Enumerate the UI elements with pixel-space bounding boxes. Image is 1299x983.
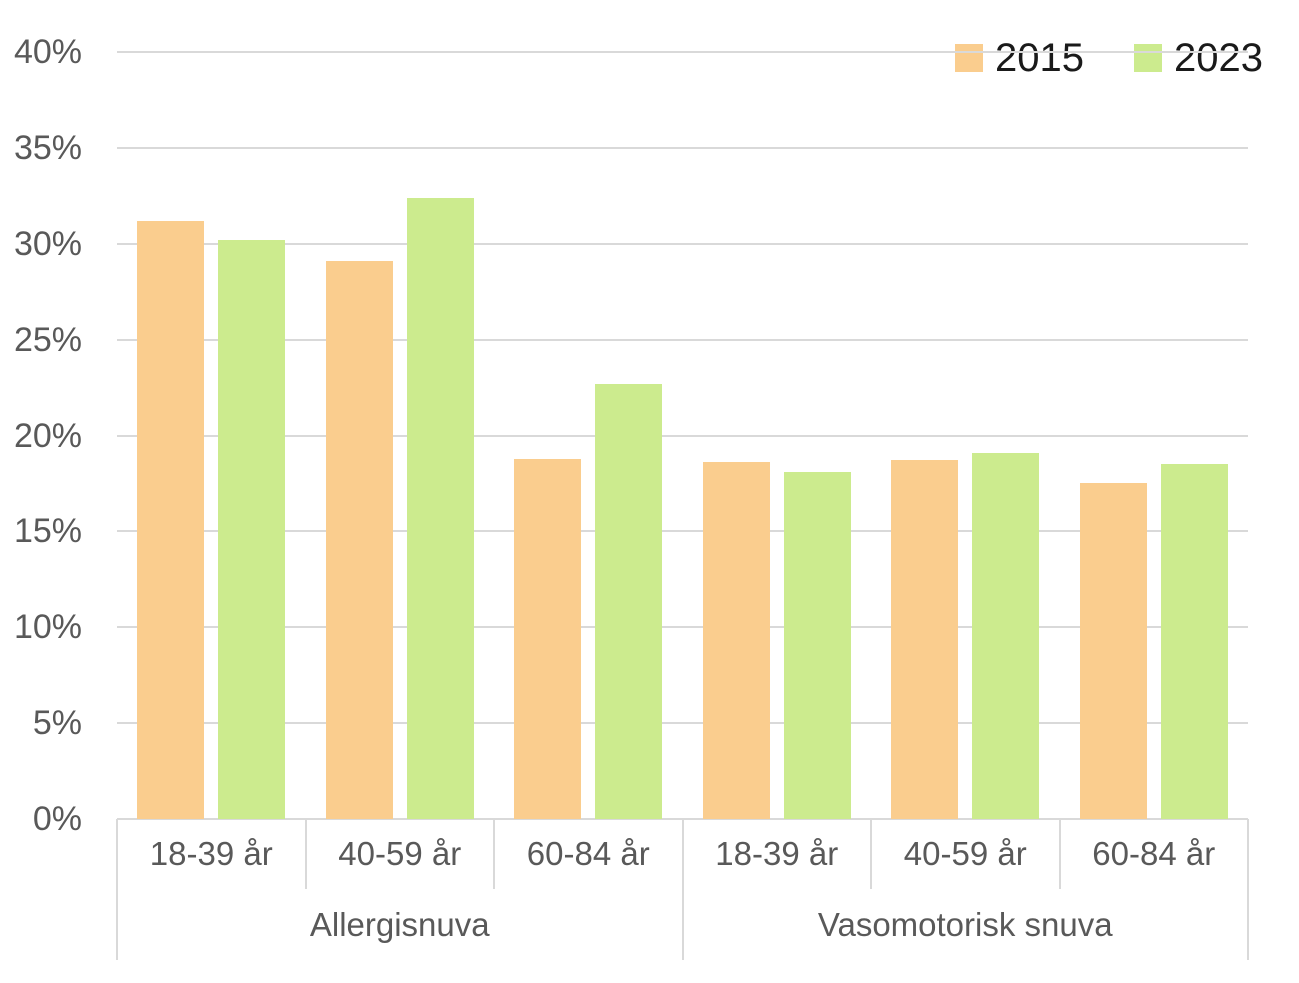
category-label-60-84 år: 60-84 år bbox=[1092, 835, 1216, 872]
category-label-40-59 år: 40-59 år bbox=[338, 835, 462, 872]
gridline-10 bbox=[117, 626, 1248, 629]
y-tick-label: 15% bbox=[13, 512, 82, 551]
y-tick-label: 20% bbox=[13, 416, 82, 455]
y-tick-label: 40% bbox=[13, 33, 82, 71]
legend-item-2023: 2023 bbox=[1134, 38, 1263, 78]
legend-item-2015: 2015 bbox=[955, 38, 1084, 78]
y-tick-label: 0% bbox=[32, 800, 82, 838]
legend-label: 2023 bbox=[1174, 36, 1263, 80]
gridline-15 bbox=[117, 530, 1248, 533]
bar-2023-Allergisnuva-40-59 år bbox=[406, 197, 474, 819]
plot-area bbox=[117, 51, 1248, 820]
gridline-35 bbox=[117, 146, 1248, 149]
gridline-20 bbox=[117, 434, 1248, 437]
bar-2015-Allergisnuva-60-84 år bbox=[514, 458, 581, 819]
bar-2023-Vasomotorisk snuva-60-84 år bbox=[1160, 464, 1228, 819]
bar-2015-Vasomotorisk snuva-18-39 år bbox=[702, 462, 770, 819]
group-label-row: Allergisnuva Vasomotorisk snuva bbox=[117, 889, 1248, 960]
legend-label: 2015 bbox=[995, 36, 1085, 80]
legend-swatch-2015 bbox=[955, 44, 984, 72]
bar-2015-Vasomotorisk snuva-60-84 år bbox=[1079, 483, 1147, 819]
y-tick-label: 25% bbox=[13, 320, 82, 359]
bar-2023-Vasomotorisk snuva-40-59 år bbox=[972, 452, 1039, 819]
legend-swatch-2023 bbox=[1134, 44, 1163, 72]
gridline-40 bbox=[117, 51, 1248, 53]
bar-2015-Allergisnuva-40-59 år bbox=[325, 261, 393, 819]
category-label-row: 18-39 år 40-59 år 60-84 år 18-39 år 40-59 år… bbox=[117, 819, 1248, 889]
axis-left-border bbox=[116, 819, 118, 960]
bar-2023-Allergisnuva-18-39 år bbox=[218, 239, 285, 819]
group-divider bbox=[681, 819, 684, 960]
category-divider bbox=[870, 819, 872, 889]
bar-2023-Allergisnuva-60-84 år bbox=[595, 383, 662, 819]
group-label-Allergisnuva: Allergisnuva bbox=[309, 905, 490, 943]
gridline-5 bbox=[117, 722, 1248, 725]
legend: 2015 2023 bbox=[955, 38, 1263, 78]
category-label-60-84 år: 60-84 år bbox=[526, 835, 650, 872]
category-label-18-39 år: 18-39 år bbox=[149, 835, 273, 872]
bar-2023-Vasomotorisk snuva-18-39 år bbox=[783, 471, 851, 819]
axis-right-border bbox=[1247, 819, 1249, 960]
category-divider bbox=[1058, 819, 1061, 889]
bar-2015-Allergisnuva-18-39 år bbox=[137, 220, 204, 819]
x-axis: 18-39 år 40-59 år 60-84 år 18-39 år 40-59 år… bbox=[116, 819, 1249, 960]
y-axis-labels: 0% 5% 10% 15% 20% 25% 30% 35% 40% bbox=[0, 35, 82, 836]
y-tick-label: 10% bbox=[13, 608, 82, 647]
gridline-25 bbox=[117, 338, 1248, 341]
category-label-40-59 år: 40-59 år bbox=[903, 835, 1027, 872]
y-tick-label: 35% bbox=[13, 128, 82, 167]
category-label-18-39 år: 18-39 år bbox=[715, 835, 839, 872]
category-divider bbox=[493, 819, 495, 889]
category-divider bbox=[304, 819, 307, 889]
gridline-30 bbox=[117, 242, 1248, 245]
bar-2015-Vasomotorisk snuva-40-59 år bbox=[891, 460, 958, 819]
y-tick-label: 5% bbox=[32, 704, 82, 743]
group-label-Vasomotorisk snuva: Vasomotorisk snuva bbox=[817, 905, 1113, 943]
y-tick-label: 30% bbox=[13, 224, 82, 263]
